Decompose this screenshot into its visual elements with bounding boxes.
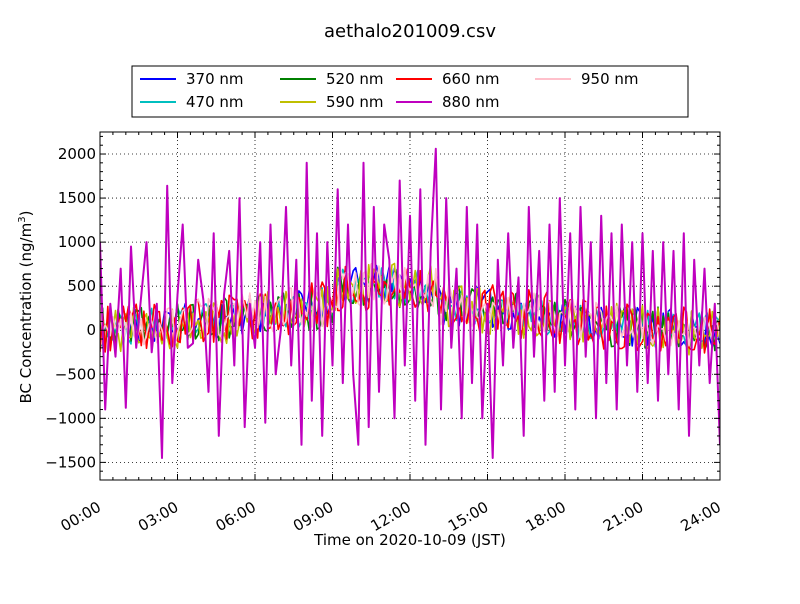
y-tick-label: 2000 (58, 145, 96, 163)
series-layer (100, 147, 720, 459)
y-tick-label: 0 (86, 321, 96, 339)
series-line-660-nm (100, 263, 720, 354)
y-tick-label: 1500 (58, 189, 96, 207)
legend-label: 880 nm (442, 93, 500, 111)
legend-label: 660 nm (442, 70, 500, 88)
legend-frame (131, 65, 689, 118)
y-tick-label: −1500 (45, 453, 96, 471)
chart-title: aethalo201009.csv (324, 21, 496, 42)
legend-label: 370 nm (186, 70, 244, 88)
y-tick-label: 500 (67, 277, 96, 295)
y-axis-label: BC Concentration (ng/m3) (17, 211, 35, 404)
x-axis-label: Time on 2020-10-09 (JST) (313, 531, 506, 549)
legend-label: 520 nm (326, 70, 384, 88)
legend-label: 590 nm (326, 93, 384, 111)
y-axis-label-tail: ) (17, 211, 35, 217)
plot-frame (99, 131, 721, 481)
y-tick-label: −1000 (45, 409, 96, 427)
y-tick-label: 1000 (58, 233, 96, 251)
y-axis-label-sup: 3 (17, 216, 28, 222)
series-line-880-nm (100, 147, 720, 459)
legend-label: 470 nm (186, 93, 244, 111)
legend-label: 950 nm (581, 70, 639, 88)
y-tick-label: −500 (55, 365, 96, 383)
legend: 370 nm 470 nm 520 nm 590 nm 660 nm 880 nm 950 … (131, 65, 689, 118)
y-axis-label-main: BC Concentration (ng/m (17, 223, 35, 404)
